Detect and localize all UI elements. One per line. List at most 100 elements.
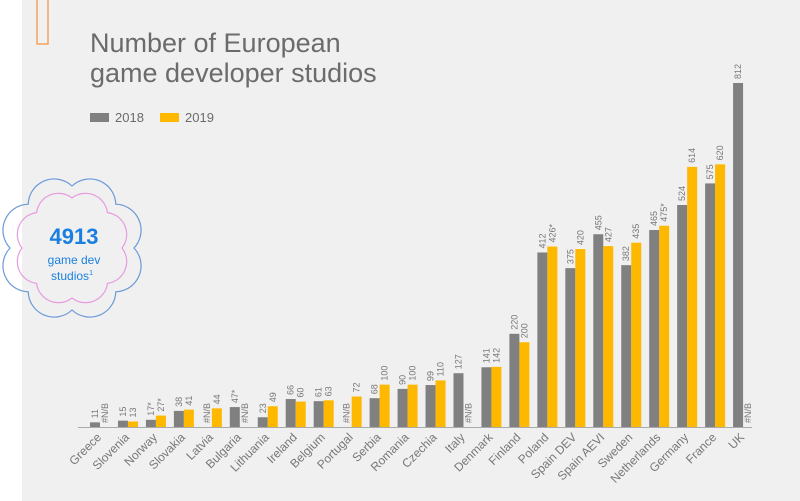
badge-inner-outline bbox=[16, 192, 128, 304]
value-label-2019: #N/B bbox=[100, 403, 110, 423]
value-label-2018: 61 bbox=[314, 387, 324, 397]
value-label-2019: 475* bbox=[659, 203, 669, 222]
value-label-2018: #N/B bbox=[342, 403, 352, 423]
value-label-2018: 455 bbox=[593, 215, 603, 230]
value-label-2019: 100 bbox=[408, 366, 418, 381]
value-label-2019: 110 bbox=[436, 362, 446, 376]
value-label-2019: 614 bbox=[687, 148, 697, 163]
bar-2018-denmark bbox=[481, 367, 492, 427]
value-label-2018: 15 bbox=[118, 407, 128, 417]
total-studios-badge: 4913 game dev studios1 bbox=[2, 178, 142, 318]
badge-line1: game dev bbox=[48, 253, 101, 267]
bar-2019-spain-aevi bbox=[603, 246, 614, 427]
bar-2018-ireland bbox=[285, 399, 296, 427]
bar-2018-uk bbox=[733, 83, 744, 427]
bar-2019-latvia bbox=[211, 408, 222, 427]
chart-title-line2: game developer studios bbox=[90, 58, 377, 88]
bar-2018-slovakia bbox=[173, 410, 184, 427]
category-label: Finland bbox=[486, 430, 524, 468]
bar-2019-czechia bbox=[435, 380, 446, 427]
bar-2018-germany bbox=[677, 205, 688, 427]
value-label-2018: 812 bbox=[733, 64, 743, 79]
value-label-2019: 435 bbox=[631, 224, 641, 239]
bar-2018-norway bbox=[145, 419, 156, 427]
bar-2018-netherlands bbox=[649, 230, 660, 427]
value-label-2019: 27* bbox=[156, 398, 166, 412]
bar-2019-portugal bbox=[351, 396, 362, 427]
bar-2019-slovenia bbox=[127, 421, 138, 427]
value-label-2019: #N/B bbox=[743, 403, 753, 423]
value-label-2019: 60 bbox=[296, 388, 306, 398]
value-label-2018: 575 bbox=[705, 164, 715, 179]
value-label-2019: 620 bbox=[715, 145, 725, 160]
bar-2018-italy bbox=[453, 373, 464, 427]
bar-2019-norway bbox=[155, 415, 166, 427]
bar-2018-bulgaria bbox=[229, 407, 240, 427]
badge-number: 4913 bbox=[50, 224, 99, 249]
bar-2019-sweden bbox=[631, 242, 642, 427]
bar-2018-france bbox=[705, 183, 716, 427]
value-label-2018: 17* bbox=[146, 402, 156, 416]
value-label-2018: 38 bbox=[174, 397, 184, 407]
value-label-2018: 11 bbox=[90, 409, 100, 418]
value-label-2019: 427 bbox=[603, 227, 613, 242]
value-label-2018: 141 bbox=[481, 348, 491, 363]
value-label-2019: #N/B bbox=[240, 403, 250, 423]
value-label-2018: 375 bbox=[565, 249, 575, 264]
value-label-2019: #N/B bbox=[463, 403, 473, 423]
bar-2019-ireland bbox=[295, 401, 306, 427]
legend-swatch-2018 bbox=[90, 113, 109, 122]
bar-2018-czechia bbox=[425, 385, 436, 427]
bar-2018-finland bbox=[509, 333, 520, 427]
value-label-2018: 465 bbox=[649, 211, 659, 226]
value-label-2018: 524 bbox=[677, 186, 687, 201]
badge-footnote: 1 bbox=[89, 270, 93, 277]
bar-2018-sweden bbox=[621, 265, 632, 427]
value-label-2018: 127 bbox=[453, 354, 463, 369]
legend-swatch-2019 bbox=[160, 113, 179, 122]
value-label-2019: 72 bbox=[352, 382, 362, 392]
corner-bracket-decoration bbox=[36, 0, 49, 45]
badge-line2: studios1 bbox=[51, 269, 93, 283]
bar-2019-france bbox=[715, 164, 726, 427]
bar-2019-netherlands bbox=[659, 225, 670, 427]
bar-2018-slovenia bbox=[117, 420, 128, 427]
bar-2019-denmark bbox=[491, 366, 502, 427]
bar-2019-poland bbox=[547, 246, 558, 427]
badge-line2-text: studios bbox=[51, 269, 89, 283]
bar-2018-lithuania bbox=[257, 417, 268, 427]
value-label-2018: 382 bbox=[621, 246, 631, 261]
legend-label-2018: 2018 bbox=[115, 110, 144, 125]
value-label-2019: 426* bbox=[547, 224, 557, 243]
value-label-2019: 142 bbox=[491, 348, 501, 363]
value-label-2018: 412 bbox=[537, 233, 547, 248]
value-label-2018: 23 bbox=[258, 403, 268, 413]
value-label-2018: 90 bbox=[398, 375, 408, 385]
bar-2018-spain-aevi bbox=[593, 234, 604, 427]
value-label-2019: 200 bbox=[519, 323, 529, 338]
legend-label-2019: 2019 bbox=[185, 110, 214, 125]
bar-2019-romania bbox=[407, 384, 418, 427]
category-label: UK bbox=[726, 430, 748, 452]
bar-2019-lithuania bbox=[267, 406, 278, 427]
bar-2019-germany bbox=[687, 166, 698, 427]
bar-2018-serbia bbox=[369, 398, 380, 427]
bar-2018-belgium bbox=[313, 401, 324, 427]
badge-outer-outline bbox=[2, 178, 142, 318]
bar-2019-slovakia bbox=[183, 409, 194, 427]
value-label-2019: 44 bbox=[212, 394, 222, 404]
bar-2018-greece bbox=[90, 422, 100, 427]
value-label-2018: #N/B bbox=[202, 403, 212, 423]
value-label-2018: 99 bbox=[426, 371, 436, 381]
value-label-2019: 63 bbox=[324, 386, 334, 396]
bar-2018-poland bbox=[537, 252, 548, 427]
bar-2019-spain-dev bbox=[575, 249, 586, 427]
bar-2018-spain-dev bbox=[565, 268, 576, 427]
bar-2019-finland bbox=[519, 342, 530, 427]
value-label-2019: 49 bbox=[268, 392, 278, 402]
bar-2019-belgium bbox=[323, 400, 334, 427]
value-label-2019: 100 bbox=[380, 366, 390, 381]
chart-title-line1: Number of European bbox=[90, 28, 341, 58]
bar-2019-serbia bbox=[379, 384, 390, 427]
